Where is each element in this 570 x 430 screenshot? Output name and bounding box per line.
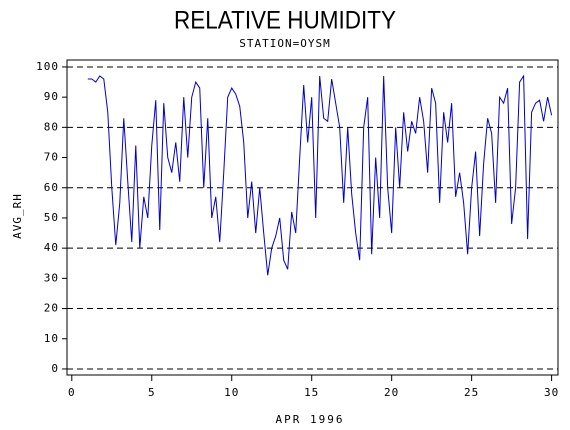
y-tick-label: 0 [51,362,59,375]
y-tick-label: 90 [44,90,59,103]
chart-subtitle: STATION=OYSM [239,37,330,50]
x-tick-label: 10 [224,386,239,399]
x-tick-label: 0 [68,386,76,399]
x-tick-label: 15 [304,386,319,399]
y-tick-label: 80 [44,120,59,133]
y-tick-label: 70 [44,151,59,164]
chart-title: RELATIVE HUMIDITY [174,7,396,35]
x-axis-label: APR 1996 [276,413,345,426]
data-line [87,74,553,276]
y-tick-label: 20 [44,302,59,315]
y-tick-label: 40 [44,241,59,254]
x-tick-label: 30 [544,386,559,399]
y-tick-label: 50 [44,211,59,224]
x-tick-label: 25 [464,386,479,399]
x-tick-label: 5 [148,386,156,399]
y-tick-label: 30 [44,271,59,284]
y-axis-label: AVG_RH [11,193,24,239]
y-tick-label: 10 [44,332,59,345]
y-tick-label: 100 [36,60,59,73]
x-tick-label: 20 [384,386,399,399]
y-tick-label: 60 [44,181,59,194]
